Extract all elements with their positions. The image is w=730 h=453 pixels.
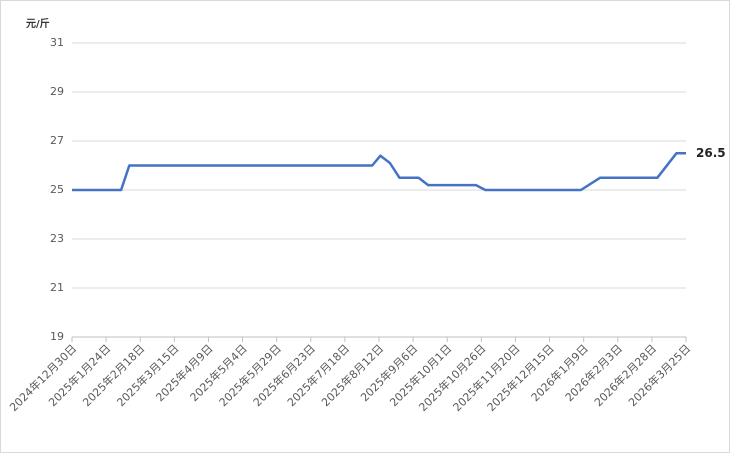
- y-unit-label: 元/斤: [26, 17, 50, 30]
- y-tick-label: 29: [50, 85, 64, 98]
- y-tick-label: 21: [50, 281, 64, 294]
- y-tick-label: 25: [50, 183, 64, 196]
- y-tick-label: 19: [50, 330, 64, 343]
- y-tick-label: 23: [50, 232, 64, 245]
- data-label: 26.5: [696, 146, 726, 160]
- y-tick-label: 27: [50, 134, 64, 147]
- y-tick-label: 31: [50, 36, 64, 49]
- series-line: [72, 152, 686, 192]
